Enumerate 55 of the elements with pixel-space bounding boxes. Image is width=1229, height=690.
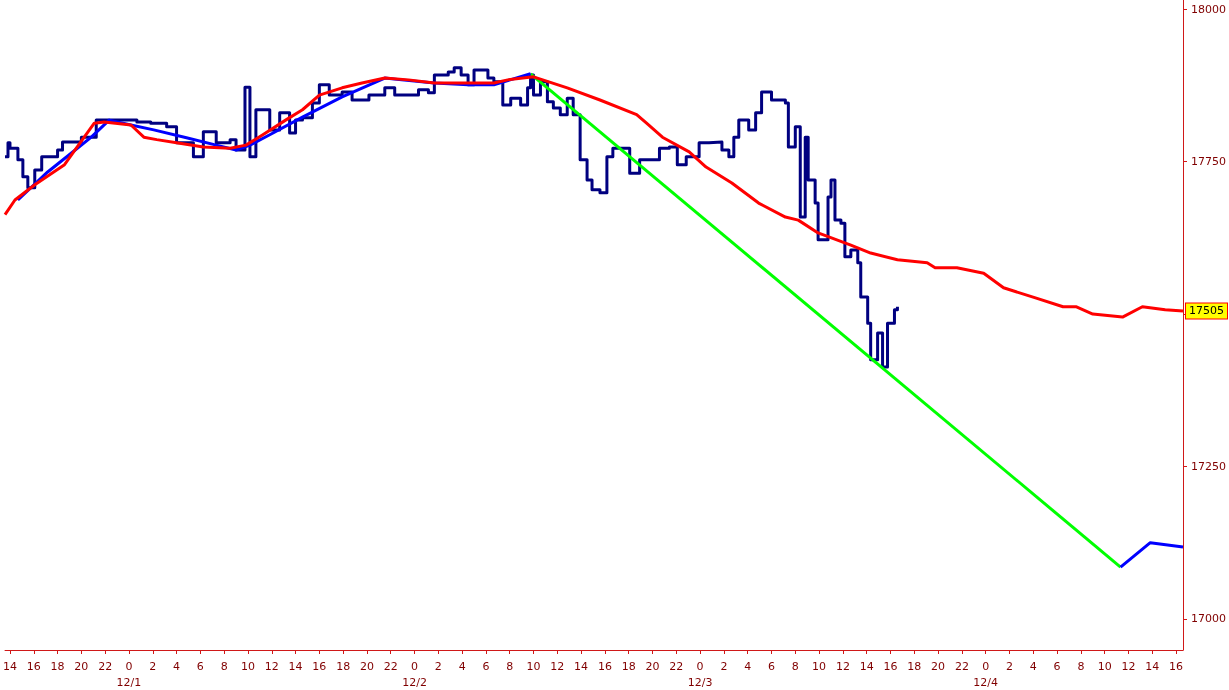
x-tick-label: 4 [173,659,181,673]
x-tick-label: 2 [1005,659,1013,673]
x-tick-label: 12 [835,659,850,673]
y-tick-label: 18000 [1191,2,1227,16]
x-tick-label: 18 [336,659,351,673]
x-tick-label: 0 12/2 [402,659,427,689]
x-tick-label: 22 [669,659,684,673]
x-tick-label: 14 [859,659,874,673]
x-tick-label: 18 [907,659,922,673]
x-tick-label: 20 [931,659,946,673]
x-tick-label: 10 [240,659,255,673]
x-tick-label: 4 [1029,659,1037,673]
x-tick-label: 16 [1169,659,1184,673]
x-tick-label: 20 [359,659,374,673]
annotation: 17505 [1189,304,1225,318]
x-tick-label: 20 [74,659,89,673]
x-tick-label: 14 [574,659,589,673]
x-tick-label: 16 [26,659,41,673]
x-tick-label: 18 [50,659,65,673]
x-tick-label: 16 [883,659,898,673]
x-tick-label: 2 [434,659,442,673]
x-tick-label: 0 12/1 [116,659,142,689]
x-tick-label: 14 [2,659,17,673]
x-tick-label: 10 [812,659,827,673]
x-tick-label: 22 [383,659,398,673]
x-tick-label: 0 12/3 [687,659,713,689]
x-tick-label: 16 [597,659,612,673]
x-tick-label: 12 [1121,659,1136,673]
x-tick-label: 6 [482,659,490,673]
x-tick-label: 2 [720,659,728,673]
x-tick-label: 4 [458,659,466,673]
y-tick-label: 17750 [1191,155,1227,169]
y-tick-label: 17000 [1191,612,1227,626]
x-tick-label: 6 [196,659,204,673]
x-tick-label: 10 [526,659,541,673]
x-tick-label: 16 [312,659,327,673]
x-tick-label: 4 [744,659,752,673]
x-tick-label: 18 [621,659,636,673]
x-tick-label: 14 [288,659,303,673]
x-tick-label: 8 [220,659,228,673]
x-tick-label: 8 [791,659,799,673]
x-tick-label: 14 [1145,659,1160,673]
x-tick-label: 20 [645,659,660,673]
x-tick-label: 22 [954,659,969,673]
x-tick-label: 12 [264,659,279,673]
x-tick-label: 8 [1077,659,1085,673]
x-tick-label: 6 [768,659,775,673]
x-tick-label: 2 [149,659,157,673]
x-tick-label: 6 [1053,659,1061,673]
x-tick-label: 8 [506,659,514,673]
y-tick-label: 17250 [1191,459,1227,473]
x-tick-label: 10 [1097,659,1112,673]
x-tick-label: 0 12/4 [973,659,999,689]
x-tick-label: 12 [550,659,565,673]
x-tick-label: 22 [98,659,113,673]
